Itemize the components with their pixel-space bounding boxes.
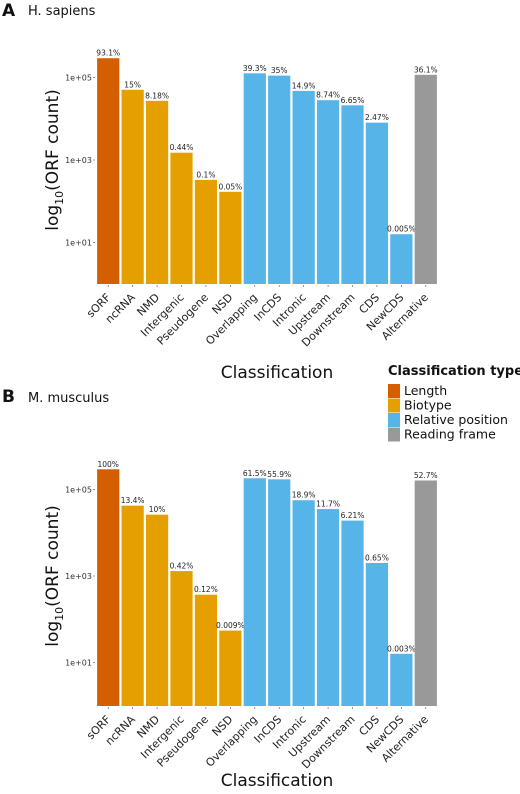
legend-swatch — [388, 384, 400, 398]
bar-incds — [268, 75, 291, 284]
legend-item-label: Reading frame — [404, 427, 496, 442]
data-label: 35% — [271, 66, 288, 75]
bar-sorf — [97, 469, 120, 706]
data-label: 93.1% — [96, 49, 120, 58]
bar-intergenic — [170, 571, 193, 706]
panel-b-title: M. musculus — [28, 391, 109, 406]
bar-newcds — [390, 234, 413, 284]
data-label: 11.7% — [316, 500, 340, 509]
bar-cds — [365, 122, 389, 285]
bar-sorf — [97, 58, 120, 284]
y-tick-label: 1e+01 — [65, 659, 92, 668]
panel-a-title: H. sapiens — [28, 4, 96, 19]
bar-nmd — [145, 514, 169, 706]
bar-incds — [268, 479, 291, 706]
data-label: 10% — [149, 505, 166, 514]
data-label: 0.005% — [387, 225, 416, 234]
data-label: 0.65% — [365, 553, 389, 562]
bar-ncrna — [121, 505, 144, 706]
bar-nsd — [219, 630, 242, 706]
data-label: 61.5% — [243, 469, 267, 478]
legend-item-label: Length — [404, 383, 447, 398]
legend-item-label: Biotype — [404, 398, 452, 413]
bar-overlapping — [243, 478, 266, 706]
data-label: 52.7% — [414, 471, 438, 480]
y-tick-label: 1e+03 — [65, 156, 92, 165]
data-label: 39.3% — [243, 64, 267, 73]
panel-b-letter: B — [2, 387, 15, 407]
y-tick-label: 1e+03 — [65, 572, 92, 581]
y-axis-title: log10(ORF count) — [43, 505, 66, 647]
bar-intergenic — [170, 152, 193, 284]
bar-intronic — [292, 500, 315, 706]
data-label: 6.65% — [341, 96, 365, 105]
legend-item-label: Relative position — [404, 412, 508, 427]
bar-nsd — [219, 191, 242, 284]
bar-nmd — [145, 100, 169, 284]
bar-alternative — [414, 74, 437, 284]
bar-overlapping — [243, 73, 266, 284]
data-label: 15% — [124, 80, 141, 89]
data-label: 0.003% — [387, 644, 416, 653]
bar-ncrna — [121, 89, 144, 284]
data-label: 6.21% — [341, 511, 365, 520]
bar-downstream — [341, 520, 364, 706]
legend-swatch — [388, 427, 400, 442]
data-label: 8.74% — [316, 91, 340, 100]
y-tick-label: 1e+01 — [65, 239, 92, 248]
data-label: 0.12% — [194, 585, 218, 594]
data-label: 14.9% — [292, 81, 316, 90]
y-axis-title: log10(ORF count) — [43, 89, 66, 231]
x-axis-title: Classification — [221, 771, 333, 791]
bar-intronic — [292, 90, 315, 284]
y-tick-label: 1e+05 — [65, 73, 92, 82]
bar-pseudogene — [194, 594, 218, 706]
data-label: 0.009% — [216, 621, 245, 630]
data-label: 0.05% — [218, 182, 242, 191]
bar-pseudogene — [194, 179, 218, 284]
bar-upstream — [316, 100, 340, 284]
data-label: 36.1% — [414, 65, 438, 74]
bar-downstream — [341, 105, 364, 284]
data-label: 18.9% — [292, 491, 316, 500]
panel-b-chart: 1e+011e+031e+05100%sORF13.4%ncRNA10%NMD0… — [43, 460, 438, 791]
legend: Classification type LengthBiotypeRelativ… — [388, 364, 520, 442]
panel-a-chart: 1e+011e+031e+0593.1%sORF15%ncRNA8.18%NMD… — [43, 49, 438, 383]
x-axis-title: Classification — [221, 363, 333, 383]
data-label: 8.18% — [145, 91, 169, 100]
data-label: 13.4% — [121, 496, 145, 505]
data-label: 0.44% — [170, 143, 194, 152]
bar-upstream — [316, 509, 340, 706]
data-label: 100% — [97, 460, 118, 469]
data-label: 55.9% — [267, 470, 291, 479]
legend-swatch — [388, 413, 400, 427]
legend-swatch — [388, 398, 400, 413]
panel-a-letter: A — [2, 1, 16, 21]
legend-title: Classification type — [388, 364, 520, 379]
y-tick-label: 1e+05 — [65, 485, 92, 494]
data-label: 0.1% — [196, 170, 215, 179]
bar-newcds — [390, 653, 413, 706]
data-label: 2.47% — [365, 113, 389, 122]
data-label: 0.42% — [170, 562, 194, 571]
bar-alternative — [414, 480, 437, 706]
bar-cds — [365, 562, 389, 706]
